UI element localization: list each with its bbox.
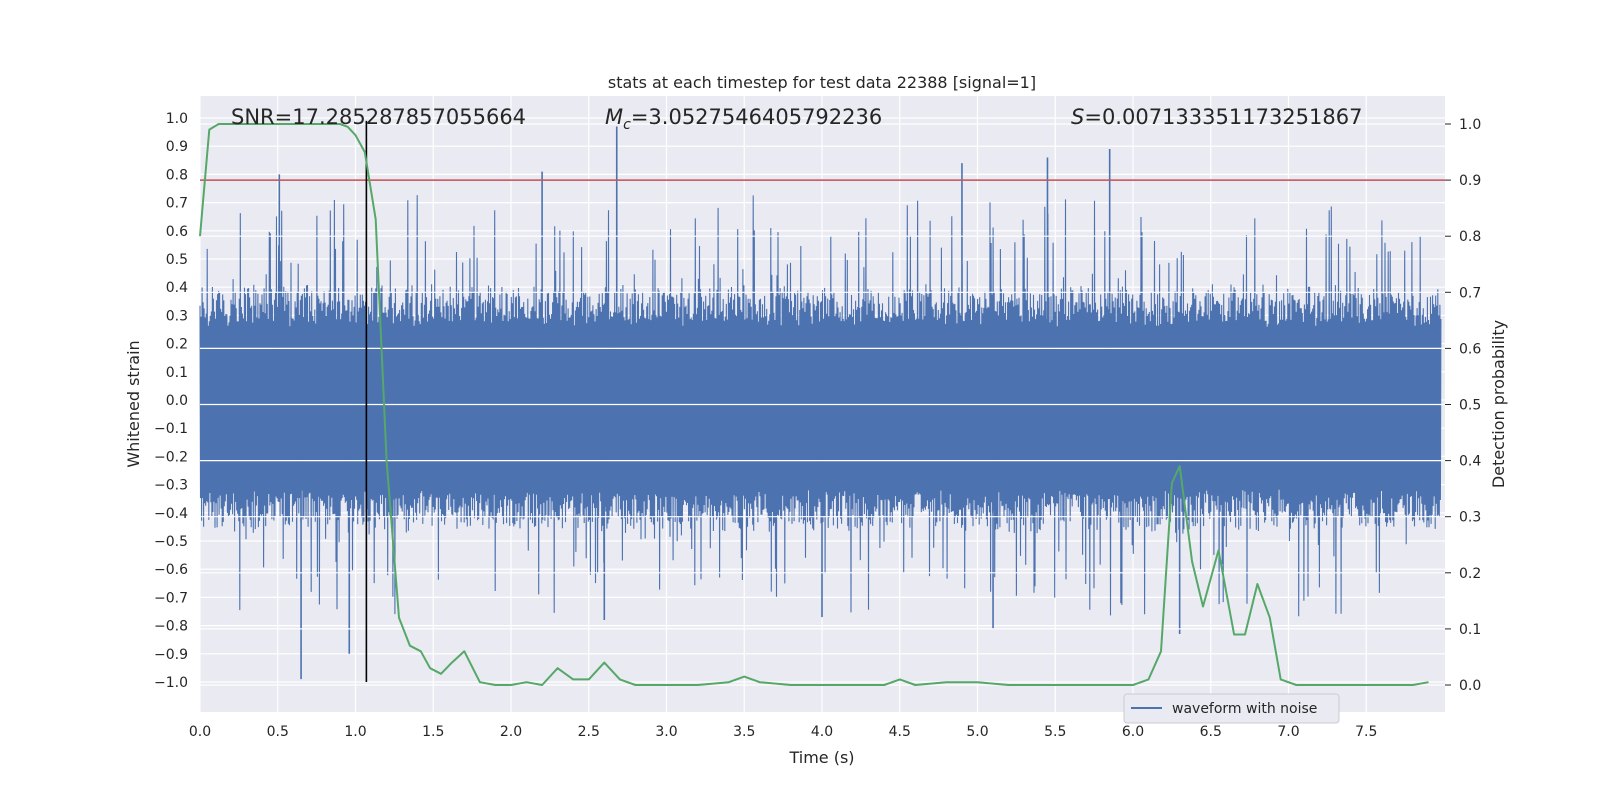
x-tick-label: 1.5 [422,724,444,740]
y-tick-label-left: 0.5 [166,252,188,268]
y-axis-label-left: Whitened strain [124,340,143,467]
x-tick-label: 0.0 [189,724,211,740]
x-axis-label: Time (s) [788,748,854,767]
y-tick-label-left: −0.5 [154,534,188,550]
y-tick-label-left: 0.1 [166,365,188,381]
y-tick-label-right: 0.4 [1459,454,1481,470]
y-tick-label-right: 0.1 [1459,622,1481,638]
snr-annotation: SNR=17.285287857055664 [231,105,526,129]
legend: waveform with noise [1123,693,1340,724]
y-axis-label-right: Detection probability [1489,320,1508,488]
s-statistic-annotation: S=0.007133351173251867 [1071,105,1362,129]
y-tick-label-right: 0.2 [1459,566,1481,582]
x-tick-label: 4.5 [889,724,911,740]
y-tick-label-left: −0.4 [154,506,188,522]
detection-probability-series [199,123,1429,686]
y-tick-label-left: −0.2 [154,449,188,465]
x-tick-label: 7.0 [1277,724,1299,740]
y-tick-label-right: 0.8 [1459,229,1481,245]
y-tick-label-left: −0.6 [154,562,188,578]
y-tick-label-left: 0.8 [166,167,188,183]
y-tick-label-left: 1.0 [166,111,188,127]
y-tick-label-left: −1.0 [154,675,188,691]
chart-title: stats at each timestep for test data 223… [608,73,1036,92]
y-tick-label-right: 0.6 [1459,341,1481,357]
detection-probability-line [199,123,1429,686]
waveform-noise-line [199,195,1442,617]
axis-ticks: 0.0 0.5 1.0 1.5 2.0 2.5 3.0 3.5 4.0 4.5 5.0 5.5 6.0 6… [154,111,1481,740]
y-tick-label-left: −0.1 [154,421,188,437]
y-tick-label-left: 0.3 [166,308,188,324]
y-tick-label-left: 0.9 [166,139,188,155]
x-tick-label: 1.0 [344,724,366,740]
y-tick-label-right: 0.0 [1459,678,1481,694]
x-tick-label: 2.5 [578,724,600,740]
y-tick-label-left: 0.6 [166,224,188,240]
overlay-lines [200,120,1445,686]
x-tick-label: 5.5 [1044,724,1066,740]
x-tick-label: 2.0 [500,724,522,740]
y-tick-label-left: −0.9 [154,647,188,663]
legend-box [1123,693,1340,724]
y-tick-label-left: 0.0 [166,393,188,409]
chirp-mass-annotation: Mc=3.0527546405792236 [605,105,882,133]
y-tick-label-left: 0.7 [166,196,188,212]
x-tick-label: 3.0 [655,724,677,740]
x-tick-label: 5.0 [966,724,988,740]
y-tick-label-right: 0.9 [1459,173,1481,189]
y-tick-label-left: 0.2 [166,337,188,353]
y-tick-label-right: 0.7 [1459,285,1481,301]
x-tick-label: 6.0 [1122,724,1144,740]
x-tick-label: 3.5 [733,724,755,740]
y-tick-label-left: −0.3 [154,478,188,494]
legend-label: waveform with noise [1172,701,1317,717]
x-tick-label: 6.5 [1200,724,1222,740]
y-tick-label-left: −0.8 [154,619,188,635]
y-tick-label-right: 0.3 [1459,510,1481,526]
x-tick-label: 7.5 [1355,724,1377,740]
x-tick-label: 0.5 [267,724,289,740]
y-tick-label-right: 1.0 [1459,117,1481,133]
y-tick-label-right: 0.5 [1459,398,1481,414]
x-tick-label: 4.0 [811,724,833,740]
y-tick-label-left: 0.4 [166,280,188,296]
y-tick-label-left: −0.7 [154,590,188,606]
